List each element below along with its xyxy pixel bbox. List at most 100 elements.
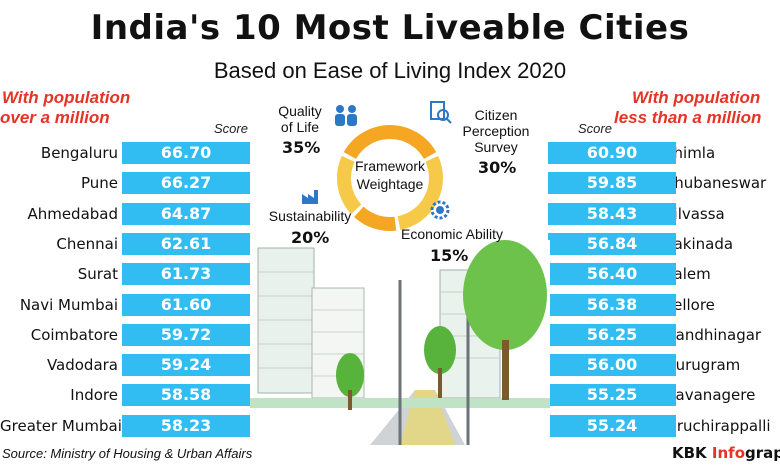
framework-donut: [337, 125, 443, 231]
sustainability-label: Sustainability: [268, 208, 352, 224]
quality-life-pct: 35%: [282, 138, 321, 157]
left-score-bar-8: [122, 354, 250, 376]
left-score-value-4: 62.61: [160, 234, 212, 253]
left-score-header: Score: [214, 121, 248, 136]
left-score-bar-6: [122, 294, 250, 316]
credit-prefix: KBK: [672, 444, 712, 462]
right-score-bar-4: [548, 233, 676, 255]
right-score-bar-2: [548, 172, 676, 194]
building-left-windows: [258, 271, 314, 369]
citizen-label-line2: Perception: [462, 123, 530, 139]
framework-center-line2: Weightage: [356, 176, 424, 192]
gear-icon: [430, 200, 450, 220]
citizen-label-line1: Citizen: [474, 107, 518, 123]
left-city-name-8: Vadodara: [46, 356, 118, 374]
left-score-value-5: 61.73: [160, 264, 212, 283]
tree-right-trunk: [502, 340, 509, 400]
sustainability-pct: 20%: [291, 228, 330, 247]
people-icon: [335, 105, 357, 126]
tree-small: [424, 326, 456, 374]
right-score-value-10: 55.24: [586, 416, 638, 435]
quality-life-label-line1: Quality: [278, 103, 322, 119]
left-score-value-8: 59.24: [160, 355, 212, 374]
right-score-value-6: 56.38: [586, 295, 638, 314]
left-city-name-1: Bengaluru: [40, 144, 118, 162]
left-city-name-3: Ahmedabad: [27, 205, 118, 223]
right-city-name-1: Shimla: [664, 144, 716, 162]
right-city-name-8: Gurugram: [664, 356, 741, 374]
right-score-value-7: 56.25: [586, 325, 638, 344]
chart-subtitle: Based on Ease of Living Index 2020: [213, 58, 567, 83]
left-score-bar-4: [122, 233, 250, 255]
left-section-label-line2: over a million: [0, 108, 110, 127]
framework-center-line1: Framework: [354, 158, 425, 174]
left-score-value-10: 58.23: [160, 416, 212, 435]
donut-segment-2: [397, 155, 443, 230]
left-score-value-3: 64.87: [160, 204, 212, 223]
right-score-bar-9: [548, 384, 676, 406]
right-city-name-3: Silvassa: [664, 205, 725, 223]
right-section-label-line2: less than a million: [614, 108, 762, 127]
chart-title: India's 10 Most Liveable Cities: [90, 8, 690, 48]
left-score-bar-9: [122, 384, 250, 406]
left-score-bar-1: [122, 142, 250, 164]
right-score-bar-7: [548, 324, 676, 346]
right-city-name-2: Bhubaneswar: [664, 174, 767, 192]
economic-label: Economic Ability: [401, 226, 503, 242]
left-score-bar-10: [122, 415, 250, 437]
credit-accent: Info: [711, 444, 745, 462]
right-city-name-9: Davanagere: [664, 386, 756, 404]
donut-segment-3: [354, 206, 397, 231]
tree-left-trunk: [348, 390, 352, 410]
right-city-name-4: Kakinada: [664, 235, 734, 253]
left-city-name-6: Navi Mumbai: [19, 296, 118, 314]
city-illustration: [250, 240, 550, 445]
citizen-pct: 30%: [478, 158, 517, 177]
right-score-value-9: 55.25: [586, 385, 638, 404]
tree-small-trunk: [438, 368, 442, 398]
left-score-value-1: 66.70: [160, 143, 212, 162]
left-score-bar-7: [122, 324, 250, 346]
quality-life-label-line2: of Life: [280, 119, 320, 135]
right-score-bar-5: [548, 263, 676, 285]
right-score-value-2: 59.85: [586, 173, 638, 192]
factory-icon: [302, 190, 318, 204]
source-note: Source: Ministry of Housing & Urban Affa…: [2, 446, 253, 461]
left-score-value-6: 61.60: [160, 295, 212, 314]
right-score-bar-6: [548, 294, 676, 316]
right-score-value-1: 60.90: [586, 143, 638, 162]
left-city-name-4: Chennai: [56, 235, 118, 253]
left-score-bar-2: [122, 172, 250, 194]
right-city-name-10: Tiruchirappalli: [664, 417, 771, 435]
left-city-name-10: Greater Mumbai: [0, 417, 122, 435]
right-score-value-4: 56.84: [586, 234, 638, 253]
right-score-bar-1: [548, 142, 676, 164]
donut-segment-4: [337, 155, 362, 214]
right-score-value-8: 56.00: [586, 355, 638, 374]
left-score-value-7: 59.72: [160, 325, 212, 344]
credit-suffix: graphics: [745, 444, 780, 462]
right-score-bar-3: [548, 203, 676, 225]
left-city-name-7: Coimbatore: [30, 326, 118, 344]
right-city-name-7: Gandhinagar: [664, 326, 762, 344]
right-score-value-5: 56.40: [586, 264, 638, 283]
tree-right: [463, 240, 547, 350]
left-city-name-5: Surat: [77, 265, 118, 283]
left-score-bar-5: [122, 263, 250, 285]
donut-segment-1: [343, 125, 437, 160]
credit: KBK Infographics: [672, 444, 780, 462]
citizen-label-line3: Survey: [474, 139, 518, 155]
right-score-header: Score: [578, 121, 612, 136]
left-score-value-9: 58.58: [160, 385, 212, 404]
right-section-label-line1: With population: [632, 88, 761, 107]
left-score-value-2: 66.27: [160, 173, 212, 192]
left-score-bar-3: [122, 203, 250, 225]
right-score-bar-8: [548, 354, 676, 376]
right-score-value-3: 58.43: [586, 204, 638, 223]
left-city-name-9: Indore: [70, 386, 118, 404]
tree-left: [336, 353, 364, 397]
survey-icon: [430, 101, 452, 124]
left-section-label-line1: With population: [2, 88, 131, 107]
left-city-name-2: Pune: [80, 174, 118, 192]
